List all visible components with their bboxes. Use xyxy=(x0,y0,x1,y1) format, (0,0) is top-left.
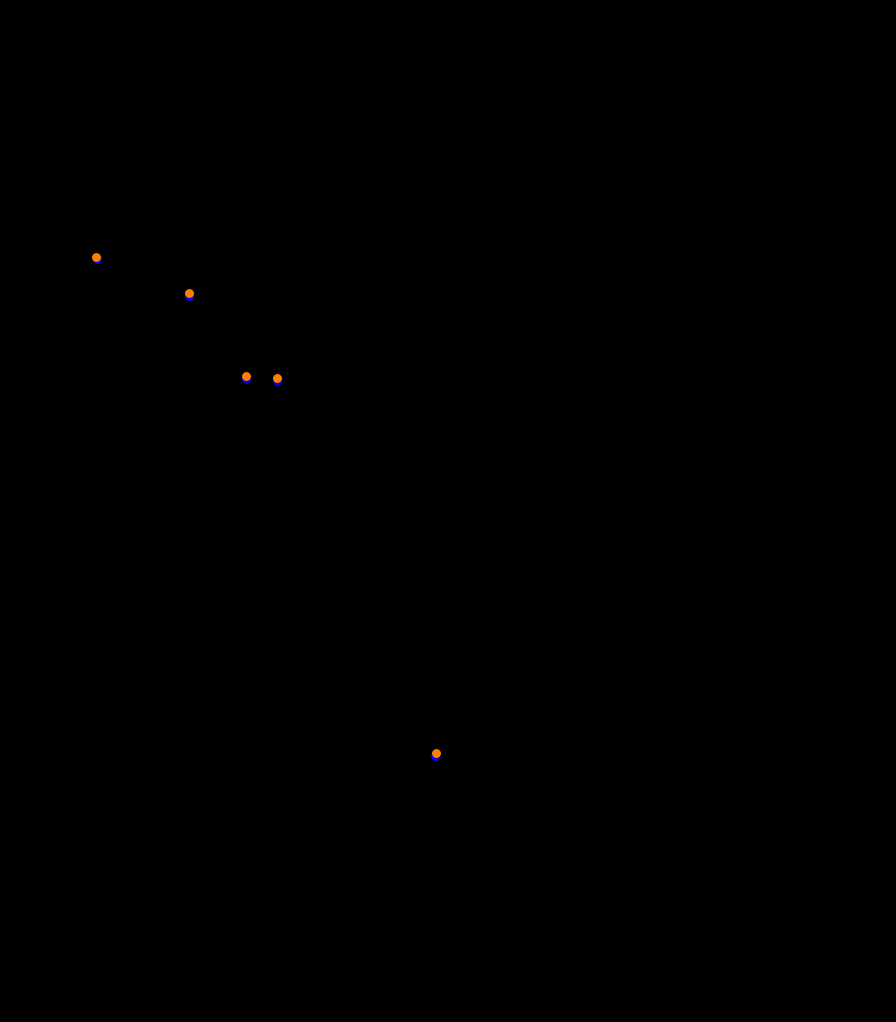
scatter-point-series-orange-1[interactable] xyxy=(184,288,194,298)
scatter-point-series-orange-2[interactable] xyxy=(241,371,251,381)
scatter-point-series-orange-0[interactable] xyxy=(91,252,101,262)
scatter-point-series-orange-3[interactable] xyxy=(272,373,282,383)
scatter-point-series-orange-4[interactable] xyxy=(431,748,441,758)
